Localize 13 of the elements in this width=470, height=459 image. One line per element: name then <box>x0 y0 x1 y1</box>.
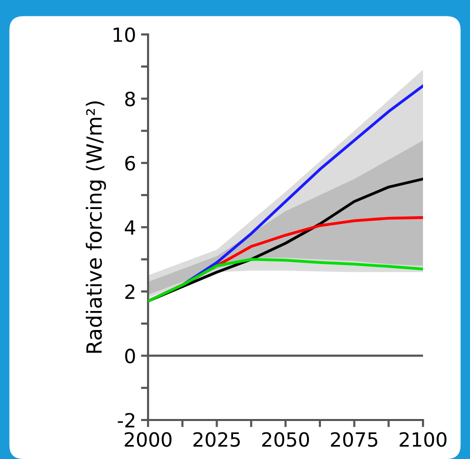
y-tick-label: 2 <box>125 284 134 299</box>
y-axis-title: Radiative forcing (W/m²) <box>86 101 106 353</box>
y-tick-label: 6 <box>125 156 136 171</box>
y-tick-label: 8 <box>125 92 135 106</box>
y-tick-label: -2 <box>118 412 134 428</box>
y-tick-label: 4 <box>124 220 136 235</box>
y-tick-label: 10 <box>114 27 135 42</box>
x-tick-label: 2050 <box>262 432 309 447</box>
x-tick-label: 2100 <box>400 432 446 447</box>
x-tick-label: 2075 <box>330 432 378 447</box>
y-tick-label: 0 <box>125 348 135 364</box>
x-tick-label: 2000 <box>124 432 172 447</box>
x-tick-label: 2025 <box>193 432 240 447</box>
